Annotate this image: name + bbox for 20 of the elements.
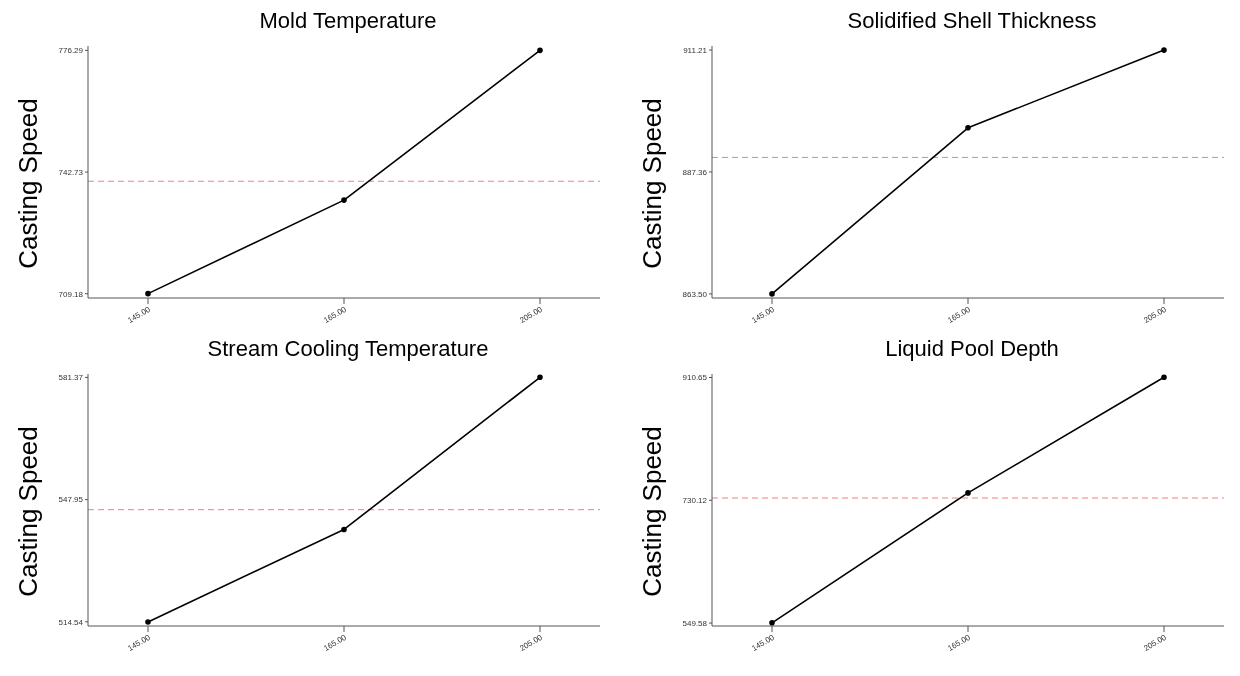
y-tick-label: 887.36: [682, 167, 708, 177]
y-tick-label: 549.58: [682, 618, 708, 628]
y-tick-label: 514.54: [58, 617, 84, 627]
y-tick-label: 581.37: [58, 373, 84, 383]
y-tick-label: 863.50: [682, 289, 708, 299]
y-tick-label: 776.29: [58, 46, 84, 56]
chart-title: Liquid Pool Depth: [884, 336, 1060, 363]
chart-title: Mold Temperature: [258, 8, 438, 35]
chart-title: Solidified Shell Thickness: [846, 8, 1098, 35]
y-axis-title: Casting Speed: [636, 425, 668, 597]
y-axis-title: Casting Speed: [636, 97, 668, 269]
y-tick-label: 730.12: [682, 496, 708, 506]
y-tick-label: 911.21: [683, 45, 708, 55]
y-axis-title: Casting Speed: [12, 97, 44, 269]
y-tick-label: 709.18: [58, 289, 84, 299]
y-tick-label: 742.73: [58, 167, 84, 177]
y-tick-label: 547.95: [58, 495, 84, 505]
y-axis-title: Casting Speed: [12, 425, 44, 597]
y-tick-label: 910.65: [682, 373, 708, 383]
chart-title: Stream Cooling Temperature: [206, 336, 490, 363]
